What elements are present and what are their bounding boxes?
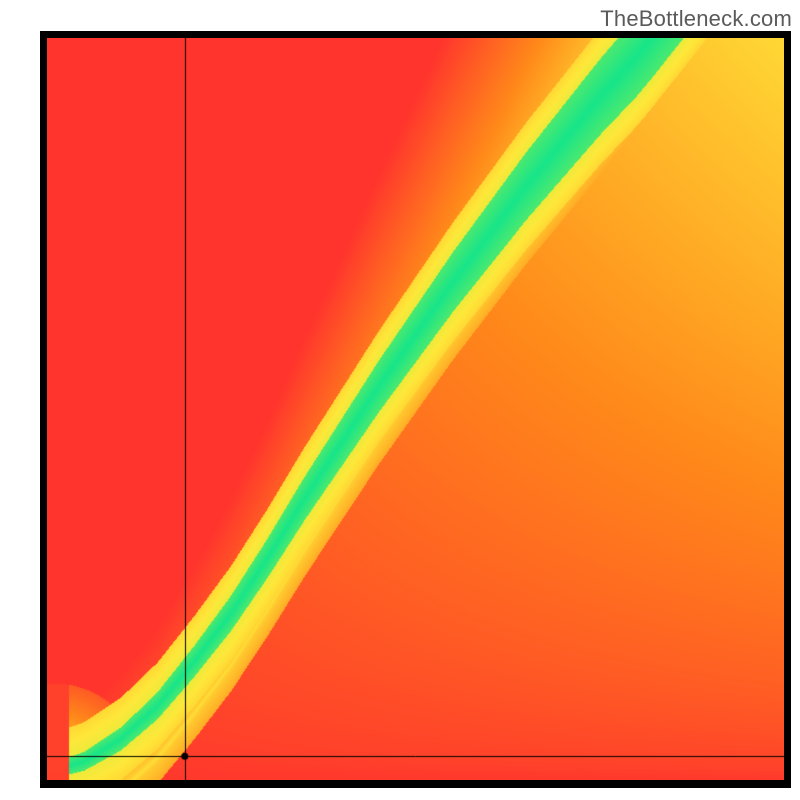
crosshair-overlay xyxy=(47,38,784,780)
watermark-text: TheBottleneck.com xyxy=(600,6,792,32)
